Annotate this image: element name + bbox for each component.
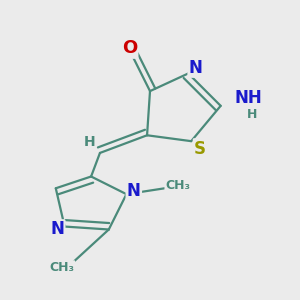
Text: N: N xyxy=(189,58,202,76)
Text: N: N xyxy=(50,220,64,238)
Text: S: S xyxy=(194,140,206,158)
Text: CH₃: CH₃ xyxy=(166,179,190,192)
Text: O: O xyxy=(122,39,137,57)
Text: H: H xyxy=(247,108,258,121)
Text: N: N xyxy=(127,182,141,200)
Text: H: H xyxy=(84,135,95,149)
Text: CH₃: CH₃ xyxy=(49,261,74,274)
Text: NH: NH xyxy=(235,89,262,107)
